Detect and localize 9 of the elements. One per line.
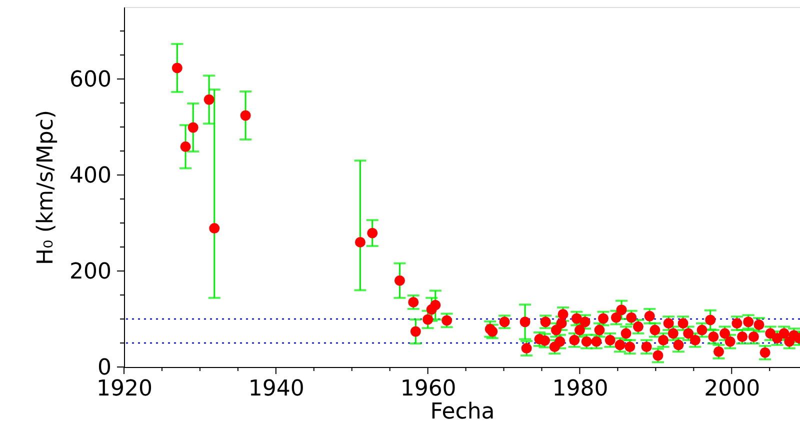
- y-tick-label: 400: [70, 164, 112, 188]
- x-tick-label: 2000: [704, 376, 760, 402]
- y-tick-label: 600: [70, 68, 112, 92]
- y-axis-title: H₀ (km/s/Mpc): [34, 110, 59, 266]
- x-tick-label: 1940: [248, 376, 304, 402]
- x-tick-label: 1960: [400, 376, 456, 402]
- x-axis-title: Fecha: [430, 400, 495, 424]
- x-tick-label: 1980: [552, 376, 608, 402]
- y-tick-label: 200: [70, 260, 112, 284]
